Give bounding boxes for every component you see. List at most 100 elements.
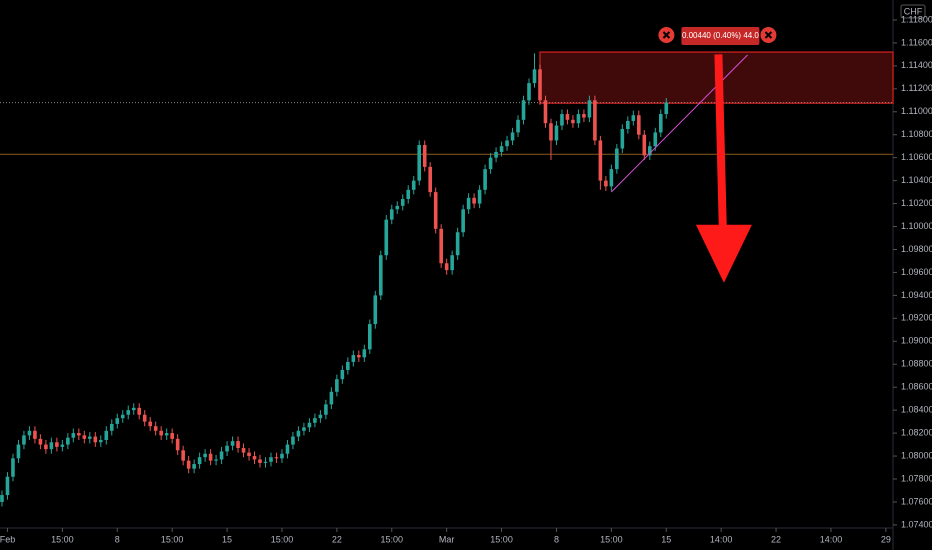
candle-body (587, 100, 592, 118)
candle-body (406, 189, 411, 199)
candle-body (422, 145, 427, 167)
y-tick-label: 1.08200 (901, 427, 932, 437)
candle-body (543, 100, 548, 124)
candle-body (49, 442, 54, 450)
candle-body (230, 441, 235, 446)
candle-body (82, 435, 87, 439)
candle-body (389, 209, 394, 220)
candle-body (582, 114, 586, 118)
candle-body (0, 495, 4, 502)
x-tick-label: 15:00 (600, 534, 623, 544)
x-tick-label: 14:00 (820, 534, 843, 544)
y-tick-label: 1.08600 (901, 382, 932, 392)
candle-body (104, 430, 109, 440)
candle-body (77, 433, 81, 436)
candle-body (192, 464, 196, 469)
y-tick-label: 1.11000 (901, 106, 932, 116)
candle-body (280, 453, 284, 459)
candle-body (236, 441, 240, 449)
candle-body (98, 439, 103, 443)
candle-body (664, 102, 669, 115)
candle-body (477, 189, 482, 204)
candle-body (626, 120, 630, 129)
y-tick-label: 1.10200 (901, 198, 932, 208)
candle-body (604, 180, 608, 187)
candle-body (318, 414, 323, 419)
candle-body (38, 438, 43, 445)
candle-body (324, 404, 328, 415)
candle-body (620, 128, 625, 149)
candle-body (395, 205, 400, 210)
candle-body (642, 134, 647, 156)
x-tick-label: 15 (661, 534, 671, 544)
candle-body (44, 444, 48, 450)
candle-body (554, 125, 559, 141)
y-tick-label: 1.11800 (901, 14, 932, 24)
candle-body (109, 423, 114, 431)
arrow-head[interactable] (695, 224, 752, 283)
candle-body (66, 437, 70, 445)
candle-body (186, 460, 191, 469)
x-tick-label: 14:00 (710, 534, 733, 544)
candle-body (488, 157, 493, 170)
candle-body (208, 453, 213, 461)
candle-body (131, 407, 136, 411)
candle-body (148, 421, 153, 427)
currency-badge[interactable] (900, 4, 926, 19)
y-tick-label: 1.09600 (901, 267, 932, 277)
candle-body (593, 100, 597, 141)
y-tick-label: 1.07400 (901, 519, 932, 529)
candle-body (170, 433, 174, 439)
arrow-shaft[interactable] (714, 54, 727, 233)
x-tick-label: 15:00 (51, 534, 74, 544)
y-tick-label: 1.09000 (901, 336, 932, 346)
candle-body (137, 407, 142, 415)
candle-body (175, 438, 180, 451)
y-tick-label: 1.07600 (901, 496, 932, 506)
candle-body (439, 228, 443, 264)
candle-body (269, 457, 273, 462)
x-tick-label: 22 (771, 534, 781, 544)
candle-body (609, 169, 614, 187)
candle-body (27, 430, 32, 436)
candle-body (247, 452, 251, 457)
candle-body (483, 169, 487, 190)
y-tick-label: 1.10000 (901, 221, 932, 231)
candle-body (400, 198, 405, 206)
candle-body (631, 115, 636, 121)
y-tick-label: 1.09400 (901, 290, 932, 300)
candle-body (549, 123, 553, 141)
x-tick-label: 15 (222, 534, 232, 544)
candle-body (532, 69, 537, 84)
candle-body (258, 459, 262, 463)
y-tick-label: 1.11400 (901, 60, 932, 70)
x-tick-label: 15:00 (271, 534, 294, 544)
x-tick-label: 22 (332, 534, 342, 544)
y-tick-label: 1.09800 (901, 244, 932, 254)
candle-body (203, 453, 207, 458)
candle-body (351, 355, 356, 362)
candle-body (241, 448, 246, 453)
candle-body (466, 197, 471, 210)
x-tick-label: 8 (554, 534, 559, 544)
candle-body (22, 435, 26, 445)
candle-body (329, 391, 334, 405)
y-tick-label: 1.07800 (901, 473, 932, 483)
candle-body (252, 456, 257, 460)
candle-body (647, 146, 652, 156)
x-tick-label: 29 (881, 534, 891, 544)
candle-body (126, 410, 131, 415)
candle-body (225, 445, 229, 452)
candle-body (197, 457, 202, 465)
candle-body (494, 151, 498, 158)
y-tick-label: 1.11600 (901, 37, 932, 47)
candle-body (565, 114, 570, 120)
candle-body (16, 444, 21, 459)
candle-body (433, 192, 438, 229)
trendline[interactable] (611, 54, 748, 193)
candle-body (340, 369, 345, 380)
candle-body (444, 263, 449, 271)
candle-body (307, 422, 312, 428)
y-tick-label: 1.08000 (901, 450, 932, 460)
